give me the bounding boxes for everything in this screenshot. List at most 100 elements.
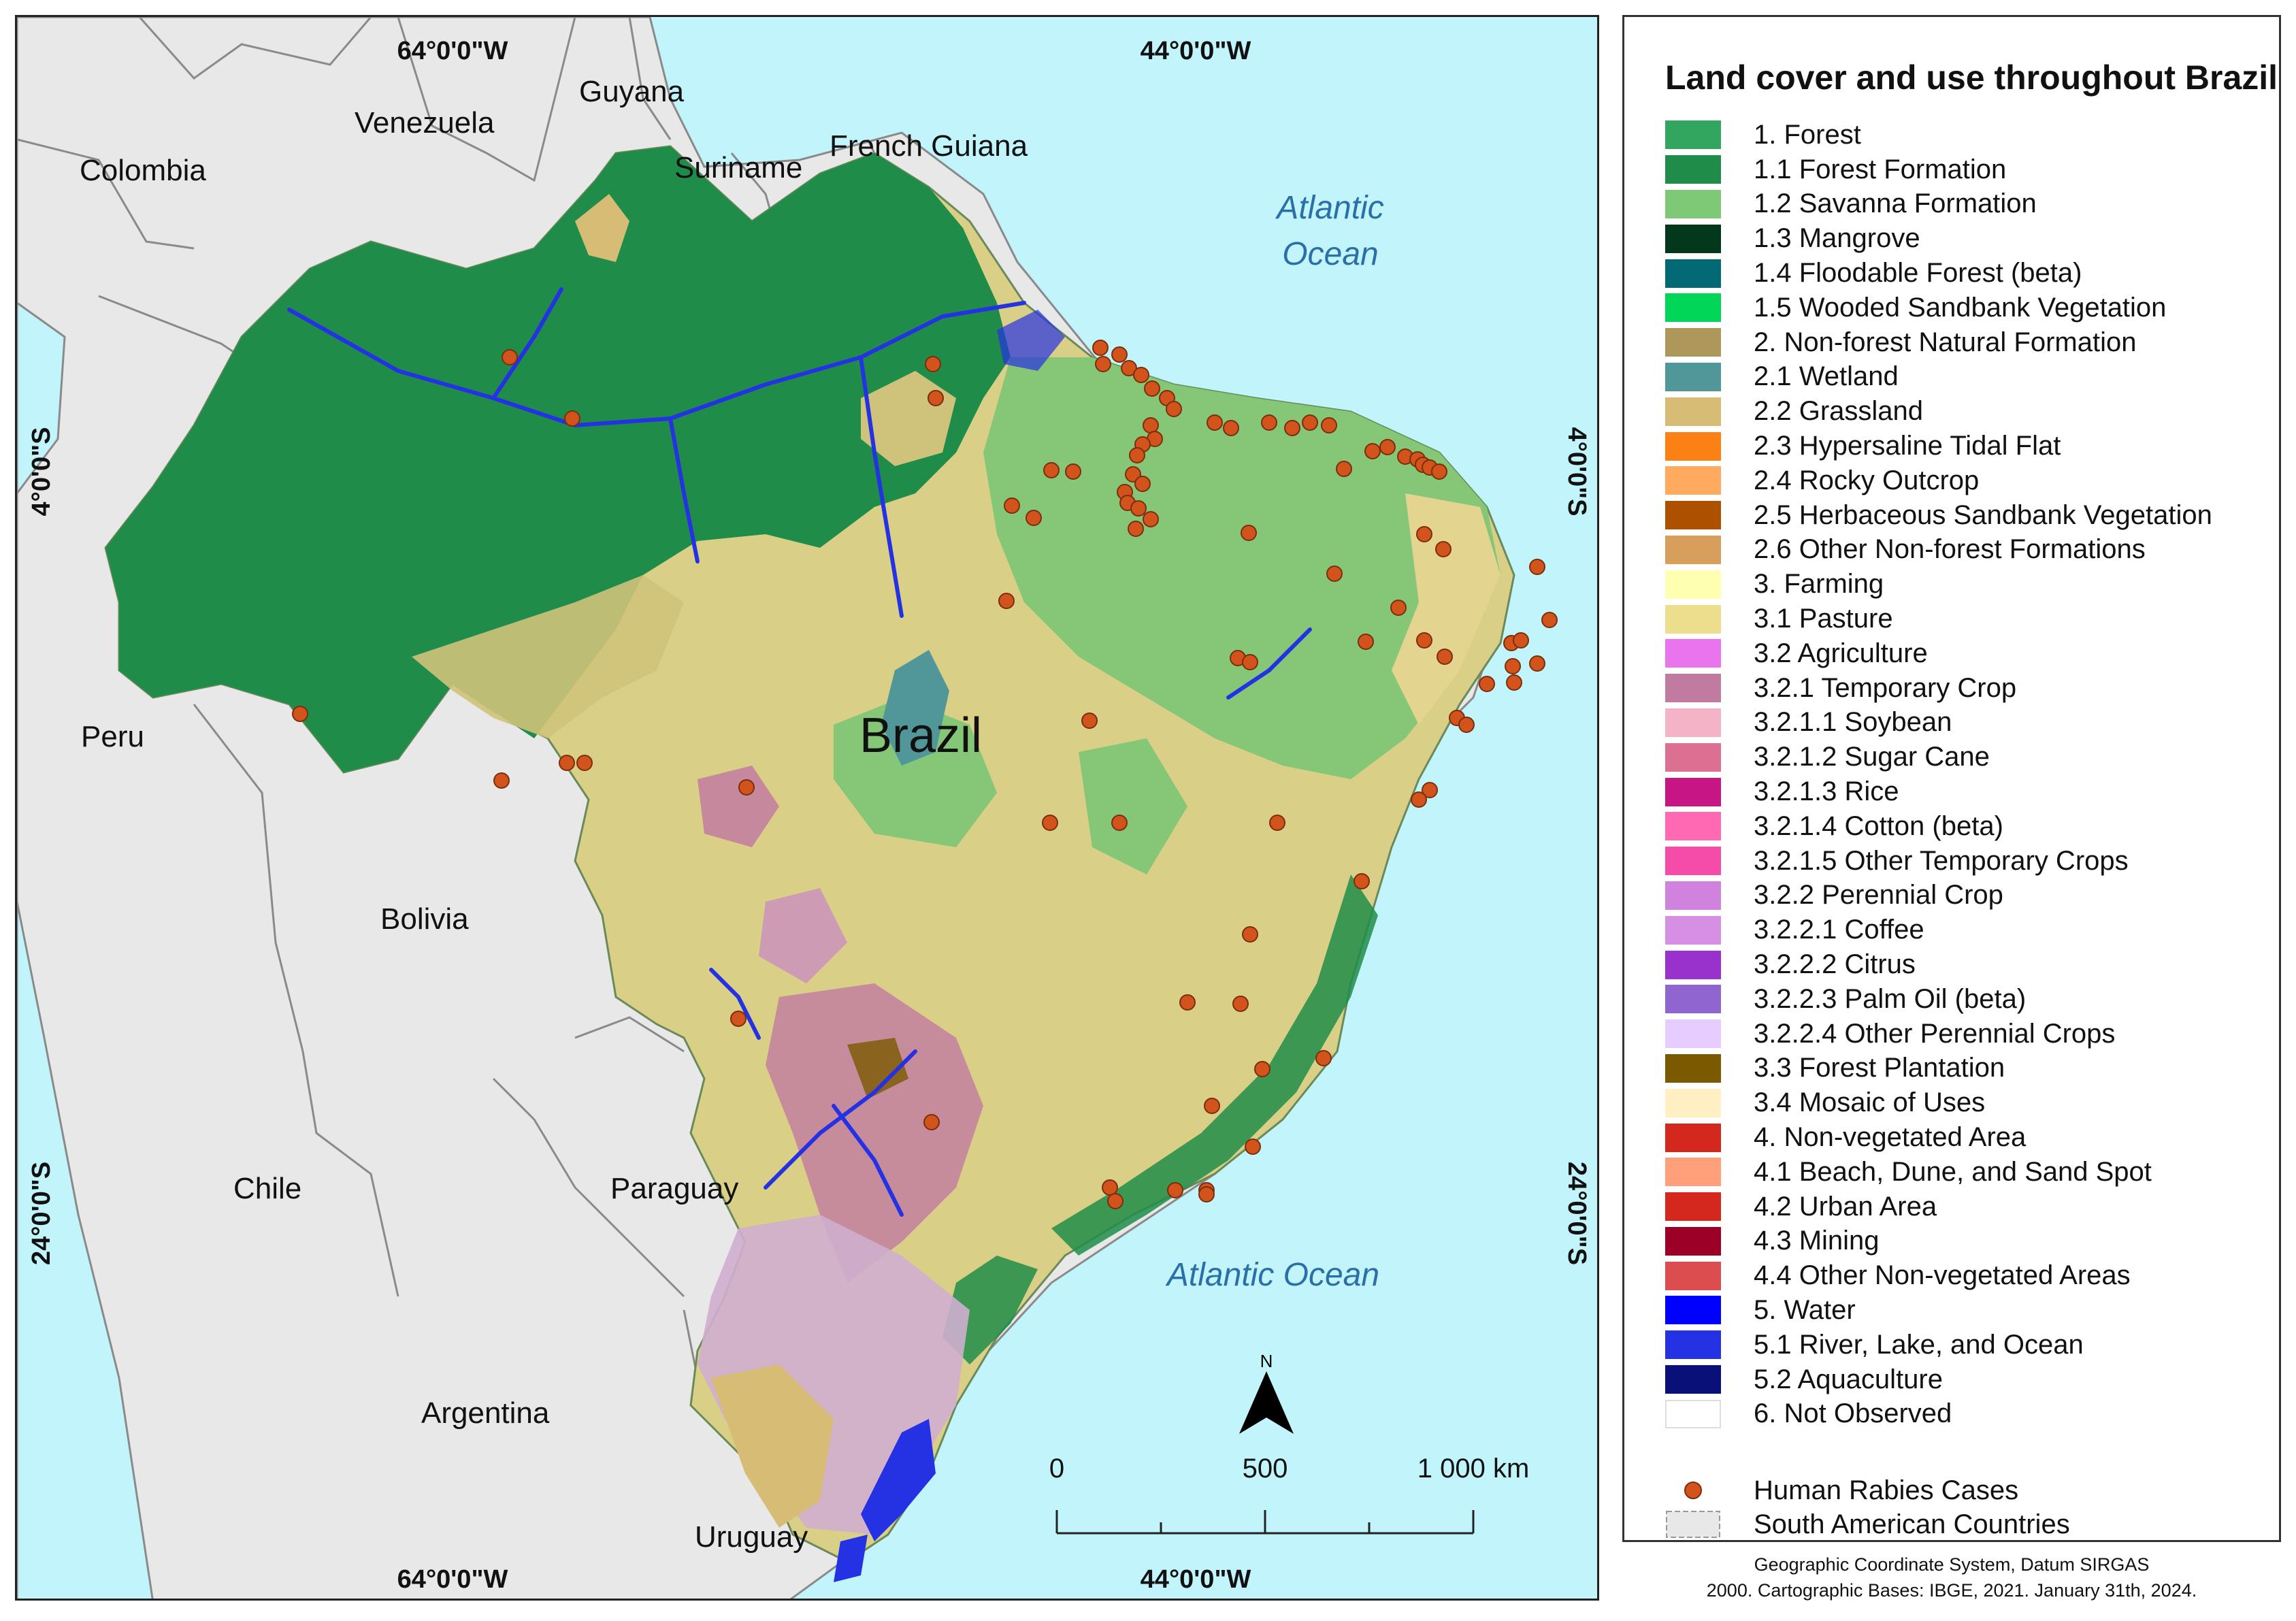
rabies-case-marker[interactable] xyxy=(1121,360,1137,376)
rabies-case-marker[interactable] xyxy=(564,410,580,427)
rabies-case-marker[interactable] xyxy=(1513,632,1529,649)
rabies-case-marker[interactable] xyxy=(1198,1186,1215,1202)
rabies-case-marker[interactable] xyxy=(1144,380,1160,397)
rabies-case-marker[interactable] xyxy=(1437,649,1453,665)
legend-label: 2.3 Hypersaline Tidal Flat xyxy=(1754,431,2061,461)
rabies-case-marker[interactable] xyxy=(1179,994,1196,1011)
rabies-case-marker[interactable] xyxy=(559,755,575,771)
rabies-case-marker[interactable] xyxy=(730,1011,747,1027)
rabies-case-marker[interactable] xyxy=(1242,654,1258,670)
rabies-case-marker[interactable] xyxy=(502,349,518,365)
rabies-case-marker[interactable] xyxy=(1245,1139,1261,1155)
rabies-case-marker[interactable] xyxy=(1004,497,1020,514)
rabies-case-marker[interactable] xyxy=(1026,510,1042,526)
rabies-case-marker[interactable] xyxy=(1336,461,1352,477)
rabies-case-marker[interactable] xyxy=(1095,356,1111,372)
legend-item: 3.2.1.2 Sugar Cane xyxy=(1665,740,2212,774)
rabies-case-marker[interactable] xyxy=(1416,526,1432,542)
rabies-case-marker[interactable] xyxy=(1358,634,1374,650)
rabies-case-marker[interactable] xyxy=(1111,346,1128,363)
rabies-case-marker[interactable] xyxy=(1529,655,1545,672)
rabies-case-marker[interactable] xyxy=(1232,996,1249,1012)
rabies-case-marker[interactable] xyxy=(1254,1061,1270,1077)
legend-swatch xyxy=(1665,1330,1721,1360)
legend-item: 3.2.1.3 Rice xyxy=(1665,774,2212,809)
rabies-case-marker[interactable] xyxy=(1326,566,1343,582)
graticule-right-lower: 24°0'0"S xyxy=(1562,1162,1591,1265)
rabies-case-marker[interactable] xyxy=(1143,417,1159,433)
rabies-case-marker[interactable] xyxy=(1167,1182,1183,1198)
rabies-case-marker[interactable] xyxy=(1130,500,1147,517)
legend-label: 1.1 Forest Formation xyxy=(1754,154,2007,184)
legend-label-south-american-countries: South American Countries xyxy=(1754,1509,2070,1539)
rabies-case-marker[interactable] xyxy=(1125,466,1141,482)
rabies-case-marker[interactable] xyxy=(1458,717,1475,733)
legend-swatch xyxy=(1665,570,1721,599)
rabies-case-marker[interactable] xyxy=(1321,417,1337,433)
rabies-case-marker[interactable] xyxy=(1354,873,1370,889)
rabies-case-marker[interactable] xyxy=(1241,525,1257,541)
rabies-case-marker[interactable] xyxy=(1081,713,1098,729)
rabies-case-marker[interactable] xyxy=(1411,791,1427,808)
rabies-case-marker[interactable] xyxy=(1092,340,1109,356)
rabies-case-marker[interactable] xyxy=(1431,463,1447,480)
rabies-case-marker[interactable] xyxy=(998,593,1015,609)
rabies-case-marker[interactable] xyxy=(1541,612,1558,628)
rabies-case-marker[interactable] xyxy=(1479,676,1495,692)
rabies-case-marker[interactable] xyxy=(1242,926,1258,943)
rabies-case-marker[interactable] xyxy=(1284,420,1300,436)
rabies-case-marker[interactable] xyxy=(1102,1179,1118,1196)
rabies-case-marker[interactable] xyxy=(1506,674,1522,691)
legend-swatch xyxy=(1665,535,1721,564)
rabies-case-marker[interactable] xyxy=(1065,463,1081,480)
rabies-case-marker[interactable] xyxy=(576,755,593,771)
rabies-case-marker[interactable] xyxy=(925,356,941,372)
legend-label: 3.3 Forest Plantation xyxy=(1754,1053,2005,1083)
rabies-case-marker[interactable] xyxy=(923,1114,940,1130)
legend-item: 4. Non-vegetated Area xyxy=(1665,1120,2212,1155)
legend-label: 3.2.1 Temporary Crop xyxy=(1754,672,2017,703)
rabies-case-marker[interactable] xyxy=(1143,511,1159,527)
rabies-case-marker[interactable] xyxy=(1207,414,1223,431)
rabies-case-marker[interactable] xyxy=(1435,541,1452,557)
rabies-case-marker[interactable] xyxy=(1364,443,1381,459)
rabies-case-marker[interactable] xyxy=(1422,782,1438,798)
rabies-case-marker[interactable] xyxy=(1129,447,1145,463)
map-frame[interactable]: Colombia Venezuela Guyana Suriname Frenc… xyxy=(15,15,1599,1601)
rabies-case-marker[interactable] xyxy=(1042,815,1058,831)
rabies-case-marker[interactable] xyxy=(292,706,308,722)
rabies-case-marker[interactable] xyxy=(1390,600,1407,616)
legend-label: 5.2 Aquaculture xyxy=(1754,1364,1943,1394)
rabies-case-marker[interactable] xyxy=(1043,462,1060,478)
map-canvas[interactable]: Colombia Venezuela Guyana Suriname Frenc… xyxy=(17,17,1599,1601)
rabies-case-marker[interactable] xyxy=(1204,1098,1220,1114)
legend-swatch xyxy=(1665,501,1721,530)
rabies-case-marker[interactable] xyxy=(1107,1193,1124,1209)
rabies-case-marker[interactable] xyxy=(493,772,510,789)
rabies-case-marker[interactable] xyxy=(1302,414,1318,431)
rabies-case-marker[interactable] xyxy=(1315,1050,1332,1066)
rabies-case-marker[interactable] xyxy=(1223,420,1239,436)
rabies-case-marker[interactable] xyxy=(1128,521,1144,537)
legend-swatch xyxy=(1665,1123,1721,1152)
rabies-case-marker[interactable] xyxy=(928,390,944,406)
rabies-case-marker[interactable] xyxy=(1134,476,1151,492)
rabies-case-markers[interactable] xyxy=(292,340,1558,1209)
rabies-case-marker[interactable] xyxy=(738,779,755,796)
rabies-case-marker[interactable] xyxy=(1269,815,1285,831)
rabies-case-marker[interactable] xyxy=(1166,401,1182,417)
rabies-case-marker[interactable] xyxy=(1505,658,1521,674)
legend-item: 2.1 Wetland xyxy=(1665,360,2212,395)
legend-label: 5.1 River, Lake, and Ocean xyxy=(1754,1329,2084,1360)
rabies-case-marker[interactable] xyxy=(1133,367,1149,383)
rabies-case-marker[interactable] xyxy=(1416,632,1432,649)
legend-item: 3. Farming xyxy=(1665,567,2212,602)
rabies-case-marker[interactable] xyxy=(1529,559,1545,575)
legend-item: 5.1 River, Lake, and Ocean xyxy=(1665,1328,2212,1362)
legend-item: 3.2.2.1 Coffee xyxy=(1665,913,2212,947)
legend-label: 3.2.2.4 Other Perennial Crops xyxy=(1754,1018,2116,1049)
legend-item-south-american-countries: South American Countries xyxy=(1665,1507,2070,1541)
rabies-case-marker[interactable] xyxy=(1111,815,1128,831)
rabies-case-marker[interactable] xyxy=(1261,414,1277,431)
rabies-case-marker[interactable] xyxy=(1379,439,1396,455)
